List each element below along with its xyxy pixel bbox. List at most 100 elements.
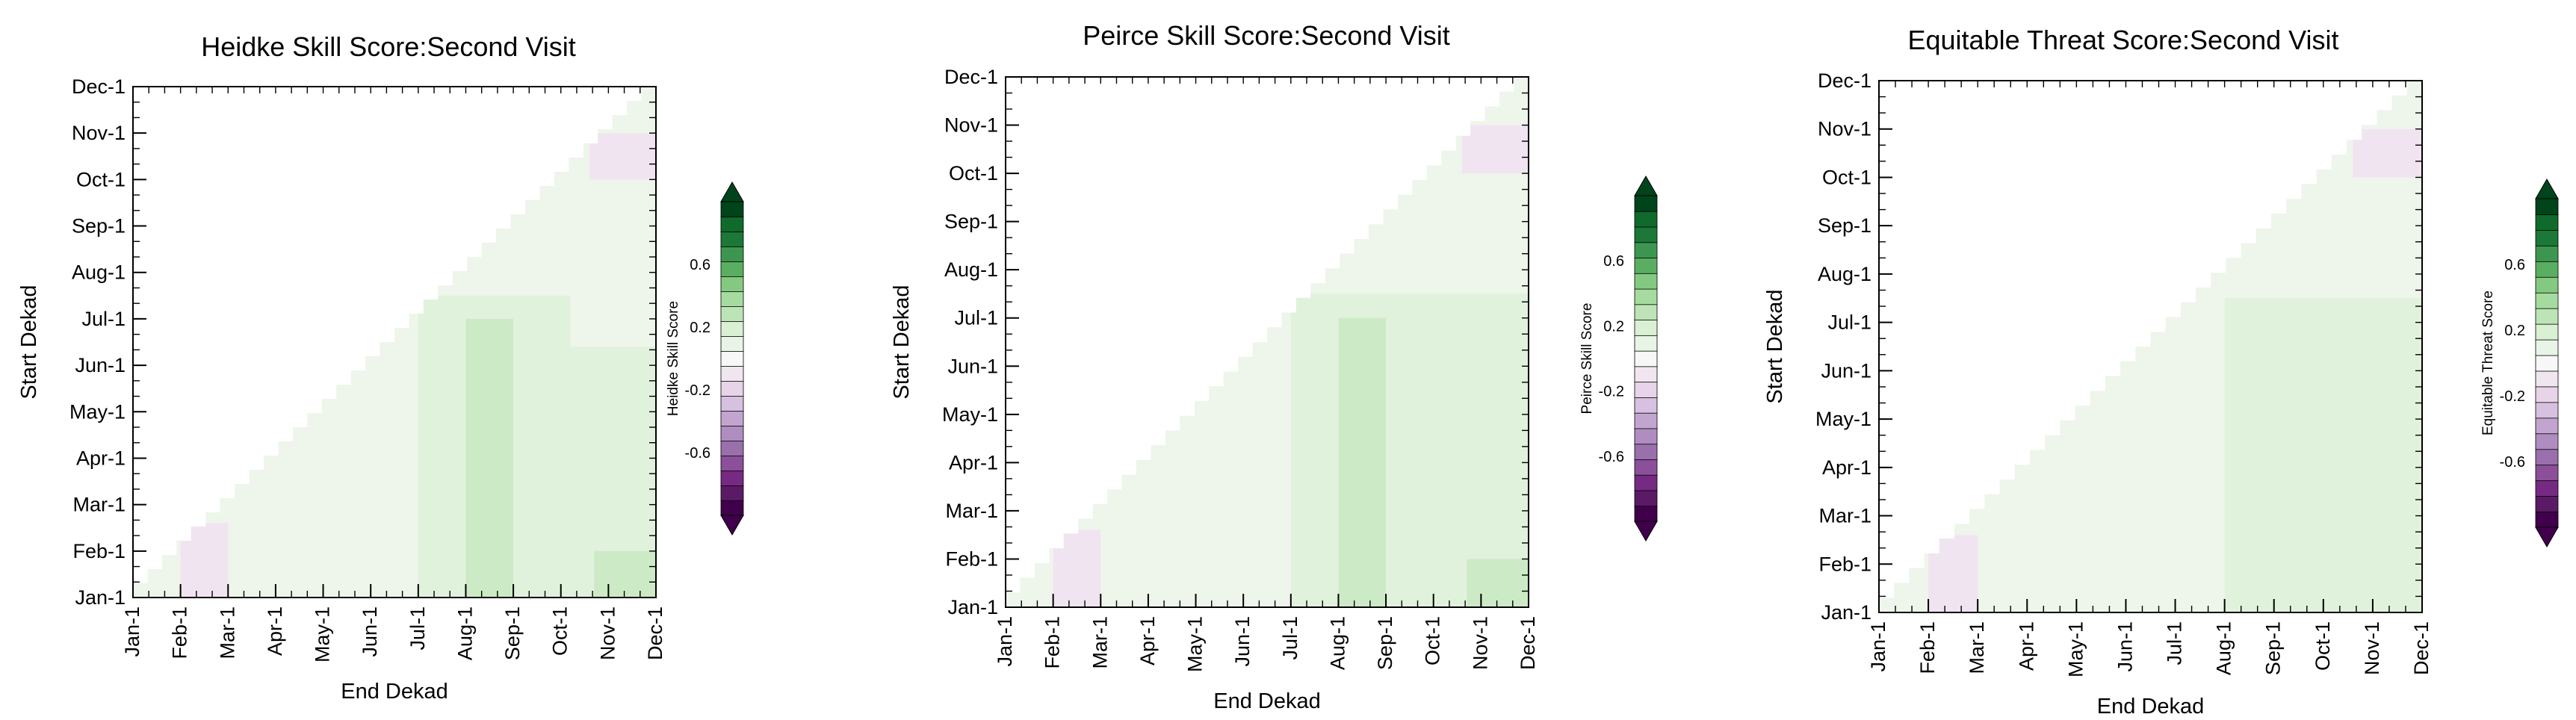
- colorbar-segment: [1634, 443, 1658, 460]
- x-tick-label: Dec-1: [2410, 621, 2433, 675]
- heatmap-region-2: [1338, 317, 1387, 607]
- colorbar-segment: [720, 201, 744, 217]
- colorbar-segment: [720, 231, 744, 247]
- colorbar-segment: [1634, 195, 1658, 212]
- colorbar-segment: [1634, 303, 1658, 320]
- colorbar-segment: [720, 440, 744, 456]
- colorbar-max-arrow: [1634, 175, 1658, 196]
- y-tick-label: Feb-1: [945, 547, 998, 570]
- colorbar-tick-label: 0.2: [690, 320, 710, 336]
- y-tick-label: Jul-1: [81, 308, 126, 330]
- colorbar-segment: [2535, 245, 2559, 262]
- y-tick-label: Apr-1: [76, 447, 126, 469]
- y-tick-label: Jan-1: [75, 586, 126, 609]
- chart-title: Peirce Skill Score:Second Visit: [1083, 20, 1450, 51]
- y-axis-label: Start Dekad: [17, 285, 41, 399]
- x-tick-label: Sep-1: [1374, 616, 1396, 670]
- colorbar-segment: [2535, 339, 2559, 356]
- y-tick-label: Sep-1: [1818, 214, 1871, 237]
- x-tick-label: Mar-1: [1089, 616, 1111, 669]
- y-tick-label: Oct-1: [76, 168, 126, 190]
- colorbar-segment: [720, 455, 744, 471]
- colorbar-segment: [720, 291, 744, 307]
- plot-frame: [1005, 76, 1529, 608]
- x-tick-label: Apr-1: [264, 606, 286, 656]
- colorbar-segment: [720, 380, 744, 397]
- heatmap-region-4: [1053, 530, 1101, 607]
- colorbar-segment: [2535, 480, 2559, 497]
- colorbar-min-arrow: [2535, 527, 2559, 548]
- colorbar-tick-label: 0.2: [1603, 318, 1624, 335]
- colorbar-tick-label: 0.6: [690, 257, 710, 273]
- colorbar-segment: [720, 500, 744, 516]
- colorbar-min-arrow: [1634, 521, 1658, 542]
- colorbar-segment: [2535, 386, 2559, 403]
- x-tick-label: May-1: [1184, 616, 1207, 672]
- colorbar-tick-label: -0.2: [1599, 384, 1624, 400]
- y-tick-label: Sep-1: [944, 211, 998, 233]
- colorbar-tick-label: 0.6: [1603, 253, 1624, 270]
- y-tick-label: Nov-1: [72, 122, 126, 144]
- heatmap-region-6: [1461, 125, 1529, 174]
- colorbar-segment: [720, 410, 744, 426]
- y-tick-label: Dec-1: [72, 75, 126, 98]
- heatmap-region-2: [465, 318, 514, 598]
- y-tick-label: Aug-1: [944, 258, 998, 281]
- y-tick-label: Nov-1: [944, 114, 998, 137]
- colorbar-segment: [1634, 505, 1658, 522]
- y-tick-label: Jun-1: [75, 354, 126, 376]
- colorbar-segment: [1634, 490, 1658, 507]
- y-tick-label: Jun-1: [947, 355, 998, 377]
- x-tick-label: Feb-1: [169, 606, 191, 660]
- heatmap-region-8: [589, 133, 656, 180]
- colorbar-segment: [720, 350, 744, 367]
- colorbar-segment: [2535, 417, 2559, 435]
- x-tick-label: Feb-1: [1041, 616, 1064, 669]
- colorbar-segment: [2535, 323, 2559, 341]
- y-tick-label: May-1: [1815, 408, 1871, 430]
- y-tick-label: Sep-1: [72, 215, 126, 238]
- colorbar-segment: [720, 470, 744, 486]
- x-tick-label: Oct-1: [2312, 621, 2334, 671]
- y-tick-label: Feb-1: [72, 540, 126, 562]
- colorbar-segment: [2535, 261, 2559, 278]
- colorbar-label: Peirce Skill Score: [1579, 303, 1595, 415]
- x-tick-label: Jul-1: [406, 606, 429, 651]
- colorbar-segment: [2535, 229, 2559, 246]
- heatmap-data: [133, 87, 656, 598]
- y-tick-label: Dec-1: [944, 66, 998, 88]
- colorbar-tick-label: 0.2: [2504, 323, 2525, 339]
- minor-ticks: [132, 86, 657, 598]
- y-tick-label: Dec-1: [1818, 69, 1871, 92]
- colorbar: 0.6 0.2 -0.2 -0.6 Equitable Threat Score: [2480, 178, 2559, 548]
- x-tick-label: Mar-1: [1966, 621, 1988, 674]
- x-tick-label: Jan-1: [1867, 621, 1889, 672]
- plot-frame: [1878, 80, 2423, 613]
- y-tick-label: May-1: [942, 403, 998, 426]
- colorbar-label: Heidke Skill Score: [666, 301, 681, 416]
- chart-panel-2: Peirce Skill Score:Second Visit Jan-1 Feb-…: [890, 20, 1658, 713]
- colorbar-segment: [720, 425, 744, 441]
- colorbar-tick-label: -0.6: [1599, 449, 1624, 465]
- colorbar-segment: [2535, 355, 2559, 372]
- colorbar-tick-label: -0.2: [685, 382, 710, 399]
- x-tick-label: Nov-1: [2361, 621, 2383, 675]
- colorbar-segment: [2535, 292, 2559, 309]
- y-tick-label: May-1: [69, 400, 126, 423]
- chart-panel-3: Equitable Threat Score:Second Visit Jan-1…: [1763, 25, 2559, 719]
- y-tick-label: Mar-1: [72, 494, 126, 516]
- colorbar-min-arrow: [720, 515, 744, 536]
- colorbar-tick-label: -0.6: [2500, 454, 2525, 471]
- colorbar-segment: [2535, 448, 2559, 466]
- x-tick-label: Sep-1: [2262, 621, 2285, 675]
- colorbar-segment: [720, 246, 744, 262]
- x-tick-label: Jul-1: [2164, 621, 2186, 665]
- x-tick-label: Jun-1: [2114, 621, 2136, 672]
- heatmap-region-4: [2353, 128, 2422, 178]
- chart-title: Heidke Skill Score:Second Visit: [201, 31, 576, 62]
- colorbar-segment: [2535, 308, 2559, 325]
- colorbar-segment: [1634, 241, 1658, 258]
- colorbar-segment: [1634, 335, 1658, 352]
- heatmap-region-6: [180, 523, 229, 598]
- heatmap-data: [1879, 81, 2422, 612]
